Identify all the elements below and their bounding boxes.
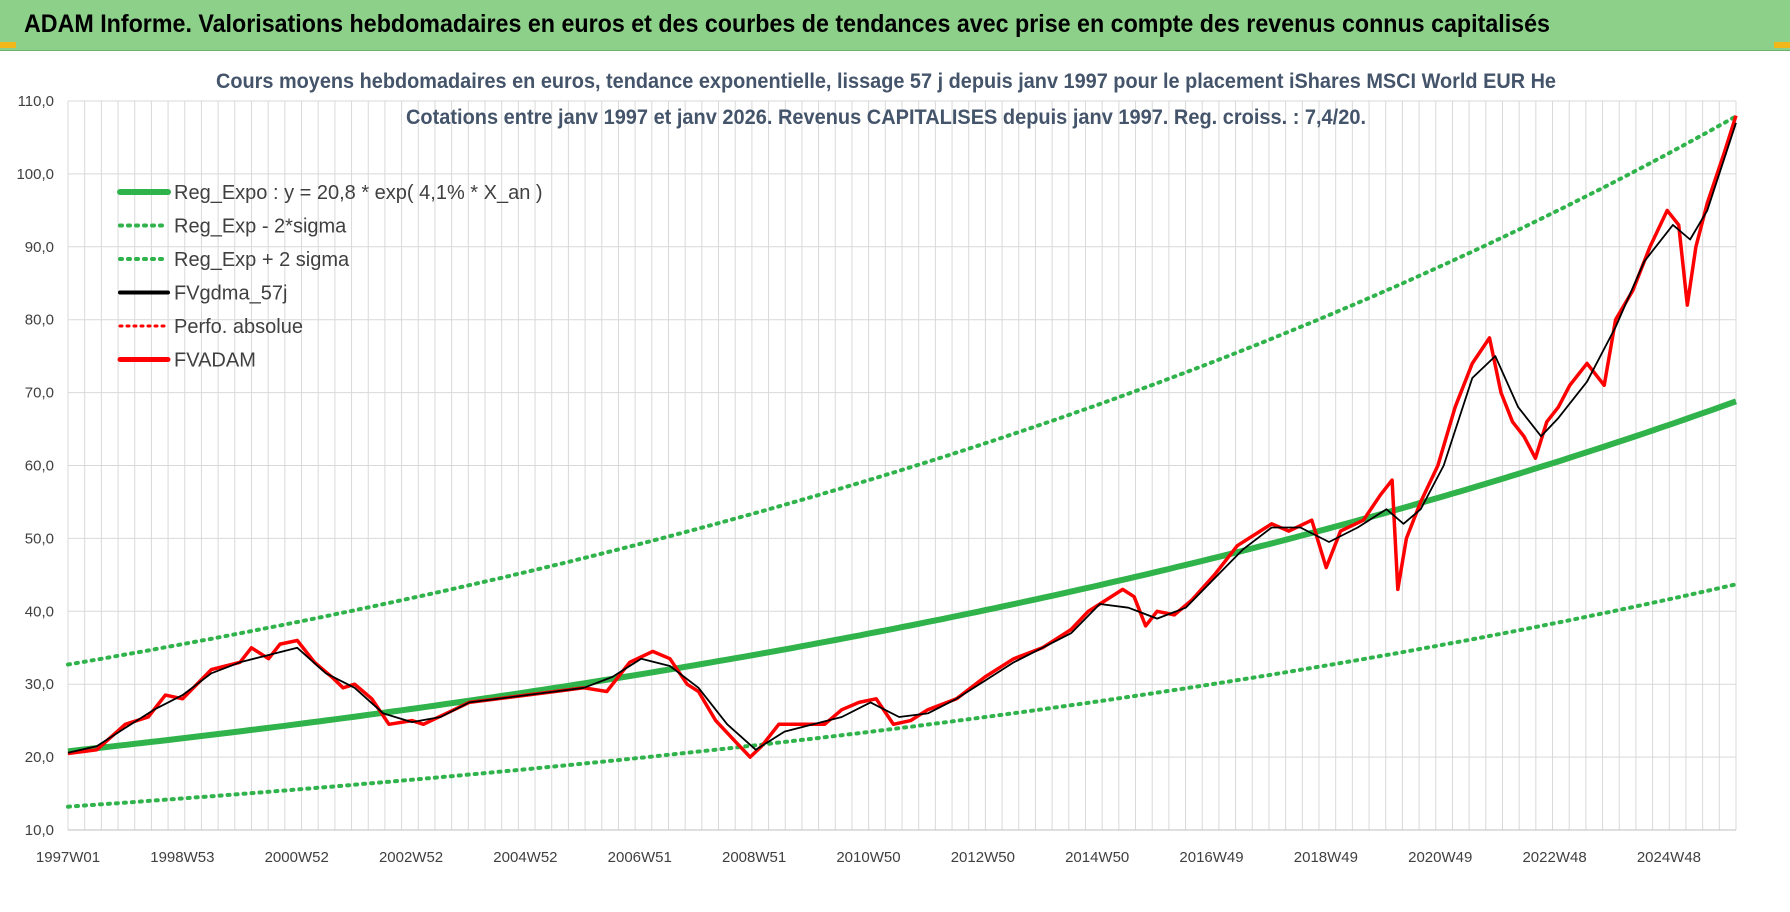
trend-chart: 10,0 20,0 30,0 40,0 50,0 60,0 70,0 80,0 90,0 100,… — [0, 52, 1790, 910]
corner-marker-top-right — [1774, 42, 1790, 48]
y-tick-label: 70,0 — [25, 385, 54, 402]
x-tick-label: 2020W49 — [1408, 849, 1472, 866]
chart-title-line-2: Cotations entre janv 1997 et janv 2026. … — [406, 106, 1366, 129]
x-tick-label: 2002W52 — [379, 849, 443, 866]
y-tick-label: 20,0 — [25, 749, 54, 766]
y-tick-label: 90,0 — [25, 239, 54, 256]
x-tick-label: 2004W52 — [493, 849, 557, 866]
chart-area: 10,0 20,0 30,0 40,0 50,0 60,0 70,0 80,0 90,0 100,… — [0, 52, 1790, 910]
chart-legend: Reg_Expo : y = 20,8 * exp( 4,1% * X_an )… — [117, 182, 543, 372]
x-tick-label: 2024W48 — [1637, 849, 1701, 866]
y-tick-label: 10,0 — [25, 822, 54, 839]
legend-label: Reg_Expo : y = 20,8 * exp( 4,1% * X_an ) — [174, 182, 543, 204]
y-tick-label: 100,0 — [16, 166, 54, 183]
x-tick-label: 1998W53 — [150, 849, 214, 866]
x-tick-label: 2012W50 — [951, 849, 1015, 866]
chart-title-line-1: Cours moyens hebdomadaires en euros, ten… — [216, 70, 1556, 93]
series-reg-expo — [67, 398, 1738, 755]
y-tick-label: 40,0 — [25, 603, 54, 620]
x-tick-label: 2000W52 — [265, 849, 329, 866]
y-tick-label: 110,0 — [18, 93, 54, 110]
y-tick-label: 60,0 — [25, 458, 54, 475]
legend-label: Perfo. absolue — [174, 316, 303, 338]
legend-label: Reg_Exp - 2*sigma — [174, 216, 347, 238]
series-reg-exp-minus-2sigma — [66, 582, 1738, 809]
report-title: ADAM Informe. Valorisations hebdomadaire… — [24, 10, 1550, 38]
y-tick-label: 80,0 — [25, 312, 54, 329]
x-tick-label: 2014W50 — [1065, 849, 1129, 866]
series-fvgdma-57j — [67, 122, 1737, 754]
x-tick-label: 2008W51 — [722, 849, 786, 866]
legend-label: Reg_Exp + 2 sigma — [174, 249, 350, 271]
x-tick-label: 2016W49 — [1179, 849, 1243, 866]
x-tick-label: 2006W51 — [608, 849, 672, 866]
y-tick-label: 50,0 — [25, 530, 54, 547]
y-tick-label: 30,0 — [25, 676, 54, 693]
legend-label: FVgdma_57j — [174, 283, 287, 305]
header-banner: ADAM Informe. Valorisations hebdomadaire… — [0, 0, 1790, 51]
corner-marker-top-left — [0, 42, 16, 48]
series-fvadam — [67, 115, 1738, 759]
x-tick-label: 2022W48 — [1522, 849, 1586, 866]
x-tick-label: 1997W01 — [36, 849, 100, 866]
x-tick-label: 2010W50 — [836, 849, 900, 866]
x-tick-label: 2018W49 — [1294, 849, 1358, 866]
series-reg-exp-plus-2sigma — [66, 114, 1738, 667]
legend-label: FVADAM — [174, 350, 256, 372]
